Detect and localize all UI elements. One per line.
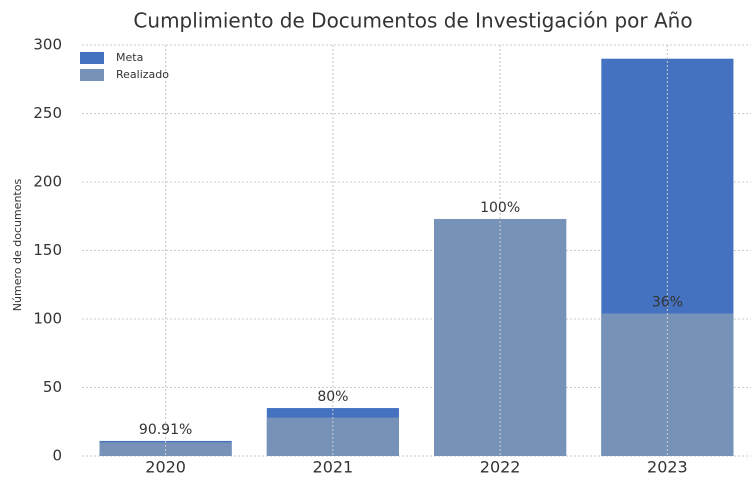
legend-swatch [80, 69, 104, 81]
legend-swatch [80, 52, 104, 64]
y-tick-label: 50 [43, 378, 62, 396]
value-label: 36% [652, 295, 683, 311]
y-tick-label: 0 [52, 447, 62, 465]
y-tick-label: 150 [33, 241, 62, 259]
x-tick-label: 2022 [480, 458, 521, 477]
chart-title: Cumplimiento de Documentos de Investigac… [133, 9, 692, 33]
y-axis-label: Número de documentos [11, 179, 24, 312]
y-tick-label: 200 [33, 173, 62, 191]
y-tick-label: 100 [33, 310, 62, 328]
legend-label: Meta [116, 51, 143, 64]
value-label: 90.91% [139, 422, 192, 438]
x-tick-label: 2021 [313, 458, 354, 477]
x-tick-label: 2020 [145, 458, 186, 477]
value-label: 80% [317, 389, 348, 405]
value-label: 100% [480, 200, 520, 216]
x-tick-label: 2023 [647, 458, 688, 477]
y-tick-label: 250 [33, 104, 62, 122]
y-tick-label: 300 [33, 36, 62, 54]
legend-label: Realizado [116, 68, 169, 81]
